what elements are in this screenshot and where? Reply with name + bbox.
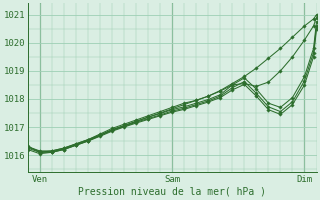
- X-axis label: Pression niveau de la mer( hPa ): Pression niveau de la mer( hPa ): [78, 187, 266, 197]
